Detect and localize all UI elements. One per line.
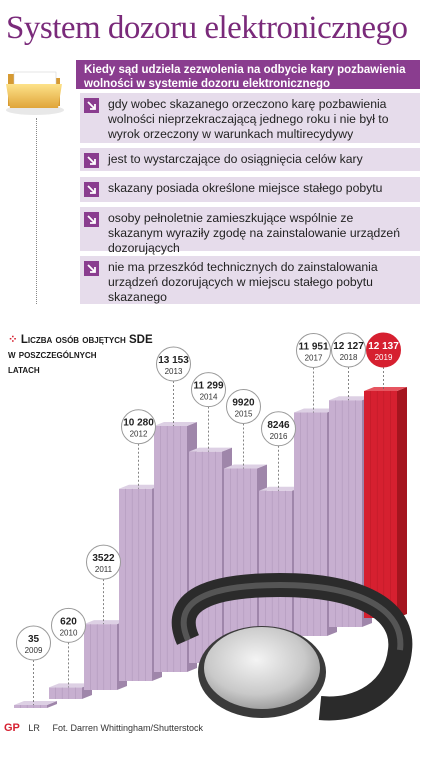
bar-top [119, 484, 162, 489]
bar-top [14, 701, 57, 705]
dotted-marker-icon: ⁘ [8, 334, 21, 346]
value-label: 13 153 [158, 355, 189, 366]
monitoring-band-image [171, 572, 413, 721]
value-label: 9920 [232, 397, 255, 408]
bar-front [84, 624, 117, 690]
bar-2019 [364, 387, 407, 618]
bar-front [259, 490, 292, 645]
label-bubble [191, 372, 226, 408]
footer: GP LR Fot. Darren Whittingham/Shuttersto… [4, 722, 203, 734]
value-label: 620 [60, 616, 77, 627]
bar-front [224, 468, 257, 654]
label-bubble [331, 332, 366, 368]
label-bubble [86, 544, 121, 580]
bar-front [49, 687, 82, 699]
arrow-down-right-icon [84, 212, 99, 227]
value-label: 12 127 [333, 341, 364, 352]
bar-top [189, 447, 232, 452]
page-title: System dozoru elektronicznego [6, 10, 408, 46]
chart-title: ⁘ Liczba osób objętych SDE w poszczególn… [8, 334, 153, 376]
condition-item: skazany posiada określone miejsce stałeg… [80, 177, 420, 202]
bar-front [294, 412, 327, 636]
condition-item: nie ma przeszkód technicznych do zainsta… [80, 256, 420, 304]
value-label: 35 [28, 634, 40, 645]
bar-top [329, 396, 372, 401]
bar-top [49, 683, 92, 688]
year-label: 2012 [130, 430, 148, 439]
year-label: 2015 [235, 409, 253, 418]
bar-top [154, 422, 197, 426]
label-bubble [226, 388, 261, 424]
value-label: 10 280 [123, 418, 154, 429]
value-label: 11 951 [298, 341, 328, 352]
folder-icon [6, 71, 64, 115]
value-label: 11 299 [193, 381, 223, 392]
bar-top [259, 486, 302, 491]
year-label: 2013 [165, 367, 183, 376]
label-bubble [121, 409, 156, 445]
bar-front [14, 705, 47, 708]
bar-side [397, 387, 407, 618]
arrow-down-right-icon [84, 98, 99, 113]
bar-top [364, 387, 407, 392]
bar-side [47, 701, 57, 708]
bar-top [224, 464, 267, 469]
bar-top [84, 620, 127, 625]
label-bubble [296, 332, 331, 368]
conditions-header: Kiedy sąd udziela zezwolenia na odbycie … [76, 60, 420, 90]
bar-top [294, 408, 337, 413]
value-label: 8246 [267, 420, 290, 431]
year-label: 2016 [270, 432, 288, 441]
arrow-down-right-icon [84, 153, 99, 168]
label-bubble [51, 607, 86, 643]
bar-front [119, 488, 152, 681]
condition-item: jest to wystarczające do osiągnięcia cel… [80, 148, 420, 171]
year-label: 2019 [375, 353, 393, 362]
arrow-down-right-icon [84, 182, 99, 197]
value-label: 3522 [92, 553, 115, 564]
year-label: 2017 [305, 353, 323, 362]
condition-item: osoby pełnoletnie zamieszkujące wspólnie… [80, 207, 420, 255]
year-label: 2018 [340, 353, 358, 362]
author-credit: LR [28, 723, 40, 733]
label-bubble [156, 346, 191, 382]
value-label: 12 137 [368, 341, 399, 352]
connector-line [36, 118, 37, 304]
year-label: 2011 [95, 565, 113, 574]
label-bubble [366, 332, 401, 368]
year-label: 2010 [60, 628, 78, 637]
bar-2009 [14, 701, 57, 708]
label-bubble [16, 625, 51, 661]
label-bubble [261, 411, 296, 447]
photo-credit: Fot. Darren Whittingham/Shutterstock [52, 723, 204, 733]
arrow-down-right-icon [84, 261, 99, 276]
condition-item: gdy wobec skazanego orzeczono karę pozba… [80, 93, 420, 143]
bar-front [364, 391, 397, 618]
publisher-logo: GP [4, 722, 20, 734]
year-label: 2009 [25, 646, 43, 655]
year-label: 2014 [200, 393, 218, 402]
